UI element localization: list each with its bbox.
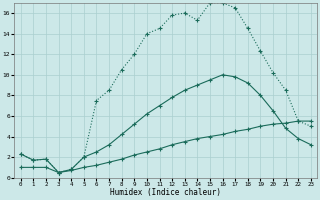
X-axis label: Humidex (Indice chaleur): Humidex (Indice chaleur) (110, 188, 221, 197)
